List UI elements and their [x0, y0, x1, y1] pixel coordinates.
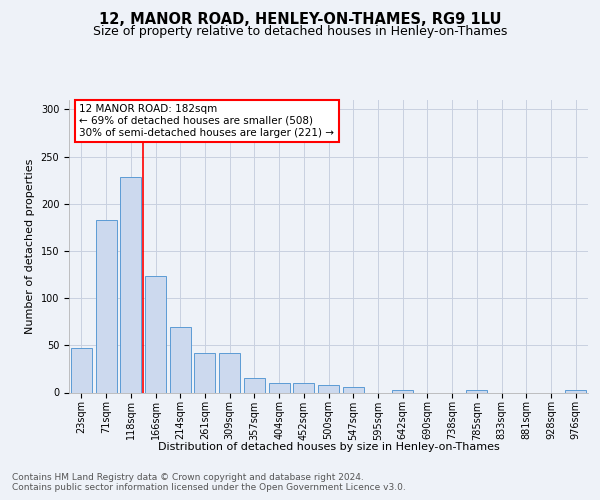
Bar — [194, 353, 215, 393]
Bar — [466, 390, 487, 392]
Bar — [293, 383, 314, 392]
Y-axis label: Number of detached properties: Number of detached properties — [25, 158, 35, 334]
Text: Distribution of detached houses by size in Henley-on-Thames: Distribution of detached houses by size … — [158, 442, 500, 452]
Bar — [219, 353, 240, 393]
Bar — [565, 390, 586, 392]
Bar — [71, 348, 92, 393]
Text: Size of property relative to detached houses in Henley-on-Thames: Size of property relative to detached ho… — [93, 25, 507, 38]
Text: 12 MANOR ROAD: 182sqm
← 69% of detached houses are smaller (508)
30% of semi-det: 12 MANOR ROAD: 182sqm ← 69% of detached … — [79, 104, 334, 138]
Bar — [120, 178, 141, 392]
Bar — [343, 387, 364, 392]
Text: Contains HM Land Registry data © Crown copyright and database right 2024.: Contains HM Land Registry data © Crown c… — [12, 472, 364, 482]
Text: Contains public sector information licensed under the Open Government Licence v3: Contains public sector information licen… — [12, 482, 406, 492]
Bar — [392, 390, 413, 392]
Bar — [145, 276, 166, 392]
Bar — [318, 385, 339, 392]
Bar — [95, 220, 116, 392]
Bar — [269, 383, 290, 392]
Text: 12, MANOR ROAD, HENLEY-ON-THAMES, RG9 1LU: 12, MANOR ROAD, HENLEY-ON-THAMES, RG9 1L… — [99, 12, 501, 28]
Bar — [244, 378, 265, 392]
Bar — [170, 328, 191, 392]
